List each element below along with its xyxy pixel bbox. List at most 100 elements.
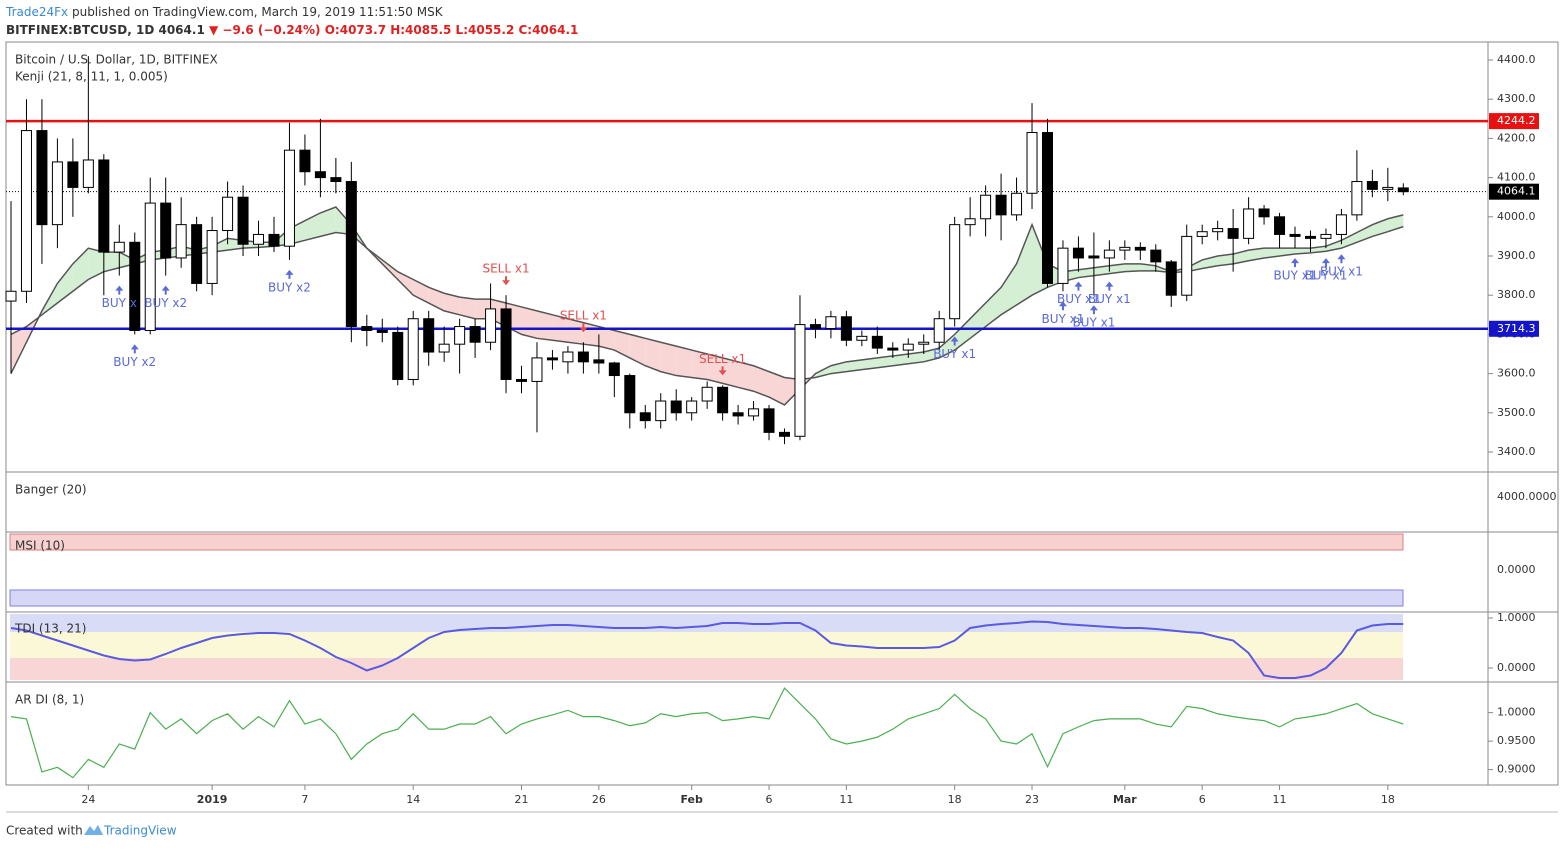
x-tick-label: 2019: [197, 793, 228, 806]
level-tag-label: 3714.3: [1497, 322, 1536, 335]
level-tag-label: 4244.2: [1497, 114, 1536, 127]
candle-body: [1289, 233, 1301, 237]
candle-body: [871, 335, 883, 349]
kenji-cloud: [397, 271, 414, 296]
candle-body: [1397, 187, 1409, 193]
candle-body: [516, 378, 528, 382]
header-line: Trade24Fx published on TradingView.com, …: [5, 5, 444, 19]
signal-arrow: [130, 344, 139, 354]
ardi-line: [10, 687, 1404, 779]
candle-body: [639, 412, 651, 422]
signal-arrow: [1321, 258, 1330, 268]
published: published on TradingView.com, March 19, …: [72, 5, 444, 19]
kenji-cloud: [1264, 248, 1280, 258]
last-price-tag: [1489, 183, 1539, 200]
signal-arrow: [1058, 301, 1067, 311]
x-tick-label: 6: [1199, 793, 1206, 806]
candle-body: [5, 290, 17, 302]
candle-body: [887, 347, 899, 351]
footer-created: Created with: [6, 824, 83, 838]
kenji-cloud: [72, 248, 89, 292]
candle-body: [964, 218, 976, 226]
kenji-cloud: [1341, 232, 1357, 249]
signal-label: BUY x1: [1072, 316, 1115, 330]
kenji-cloud: [428, 287, 445, 311]
kenji-cloud: [598, 326, 615, 351]
signal-arrow: [502, 276, 511, 286]
kenji-cloud: [645, 338, 661, 372]
candle-body: [392, 331, 404, 380]
kenji-cloud: [629, 334, 646, 366]
candle-body: [1382, 186, 1394, 190]
candle-body: [314, 171, 326, 179]
y-tick-label: 3800.0: [1497, 288, 1536, 301]
signal-label: BUY x1: [1042, 312, 1085, 326]
tdi-label: TDI (13, 21): [14, 622, 86, 636]
kenji-cloud: [103, 252, 120, 272]
brand-logo: [84, 825, 103, 835]
candle-body: [283, 149, 295, 247]
kenji-cloud: [908, 352, 924, 364]
kenji-cloud: [1093, 265, 1110, 276]
y-tick-label: 4200.0: [1497, 131, 1536, 144]
signal-label: SELL x1: [699, 352, 746, 366]
level-tag: [1489, 320, 1539, 337]
kenji-cloud: [1109, 263, 1125, 274]
candle-body: [361, 326, 373, 331]
candle-body: [748, 408, 760, 417]
signal-arrow: [1074, 281, 1083, 291]
tdi-tick-label: 1.0000: [1497, 611, 1536, 624]
x-tick-label: 26: [592, 793, 606, 806]
kenji-cloud: [676, 346, 692, 378]
frame: [5, 41, 1559, 786]
signal-arrow: [579, 323, 588, 333]
kenji-cloud: [1217, 254, 1234, 266]
candle-body: [995, 194, 1007, 216]
kenji-cloud: [1124, 263, 1141, 272]
candle-body: [1103, 249, 1115, 259]
y-tick-label: 4000.0: [1497, 210, 1536, 223]
candle-body: [686, 400, 698, 414]
kenji-cloud: [753, 365, 770, 398]
x-tick-label: 21: [515, 793, 529, 806]
tdi-mid-zone: [10, 632, 1403, 658]
candle-body: [593, 359, 605, 364]
kenji-cloud: [892, 353, 909, 366]
y-tick-label: 3600.0: [1497, 367, 1536, 380]
candle-body: [1304, 235, 1316, 239]
candle-body: [1366, 181, 1378, 190]
candle-body: [1212, 228, 1224, 233]
change: ▼ −9.6 (−0.24%): [209, 23, 321, 37]
candle-body: [1072, 247, 1084, 259]
author: Trade24Fx: [5, 5, 68, 19]
kenji-cloud: [567, 318, 584, 345]
kenji-cloud: [320, 207, 336, 237]
kenji-cloud: [57, 263, 73, 304]
banger-label: Banger (20): [15, 483, 87, 497]
tdi-tick-label: 0.0000: [1497, 661, 1536, 674]
x-tick-label: 18: [1381, 793, 1395, 806]
signal-arrow: [1291, 258, 1300, 268]
kenji-cloud: [691, 350, 708, 380]
candle-body: [562, 351, 574, 363]
candle-body: [794, 324, 806, 437]
symbol: BITFINEX:BTCUSD, 1D: [6, 23, 154, 37]
kenji-cloud: [846, 359, 862, 372]
kenji-cloud: [861, 357, 878, 370]
signal-label: BUY x1: [933, 347, 976, 361]
candle-body: [1274, 216, 1286, 235]
kenji-cloud: [459, 297, 476, 319]
ardi-tick-label: 0.9500: [1497, 734, 1536, 747]
candle-body: [485, 308, 497, 343]
signal-label: BUY x2: [268, 280, 311, 294]
candle-body: [933, 318, 945, 343]
signal-arrow: [1105, 281, 1114, 291]
footer-brand: TradingView: [103, 824, 177, 838]
y-tick-label: 4300.0: [1497, 92, 1536, 105]
candle-body: [608, 362, 620, 377]
ardi-tick-label: 0.9000: [1497, 763, 1536, 776]
candle-body: [98, 159, 110, 253]
signal-arrow: [285, 269, 294, 279]
kenji-cloud: [985, 287, 1002, 327]
